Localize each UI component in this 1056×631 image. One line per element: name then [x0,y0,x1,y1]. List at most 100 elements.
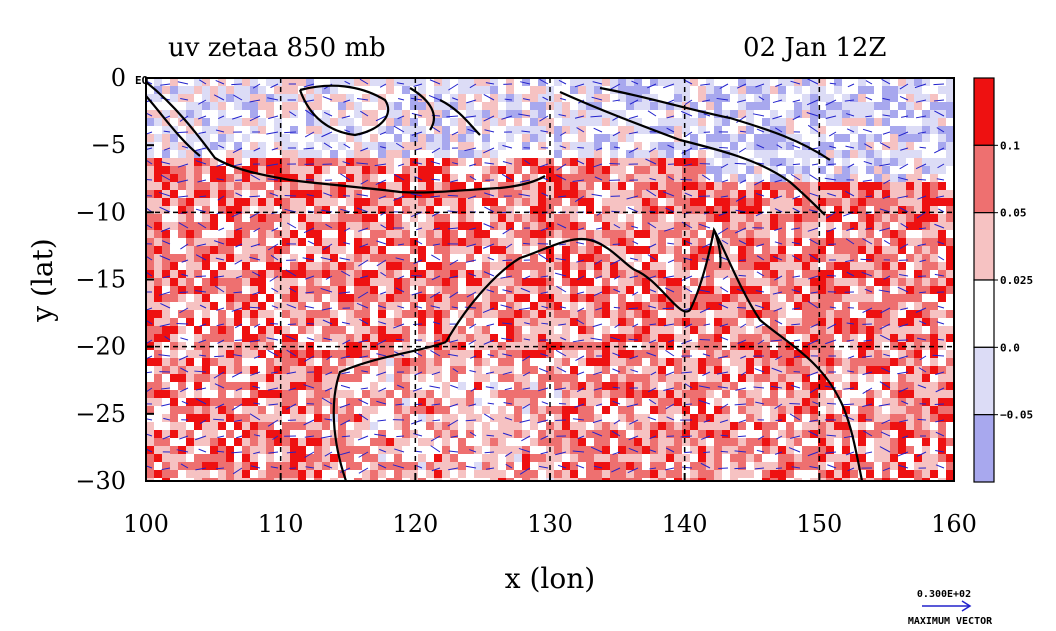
field-cell [178,126,186,134]
field-cell [266,182,274,190]
field-cell [506,422,514,430]
field-cell [338,222,346,230]
field-cell [314,446,322,454]
field-cell [898,182,906,190]
field-cell [562,294,570,302]
field-cell [546,198,554,206]
field-cell [778,286,786,294]
field-cell [242,214,250,222]
field-cell [778,342,786,350]
field-cell [826,374,834,382]
field-cell [818,206,826,214]
field-cell [266,142,274,150]
field-cell [322,390,330,398]
field-cell [186,318,194,326]
field-cell [258,206,266,214]
field-cell [386,86,394,94]
field-cell [602,166,610,174]
field-cell [338,110,346,118]
field-cell [698,294,706,302]
field-cell [914,318,922,326]
field-cell [770,406,778,414]
field-cell [386,318,394,326]
field-cell [370,166,378,174]
field-cell [586,422,594,430]
field-cell [634,134,642,142]
field-cell [858,310,866,318]
field-cell [466,110,474,118]
field-cell [242,398,250,406]
field-cell [938,438,946,446]
field-cell [282,310,290,318]
field-cell [626,86,634,94]
field-cell [786,102,794,110]
field-cell [850,198,858,206]
field-cell [266,414,274,422]
field-cell [658,294,666,302]
field-cell [578,318,586,326]
field-cell [226,318,234,326]
field-cell [346,150,354,158]
field-cell [146,262,154,270]
field-cell [418,214,426,222]
field-cell [802,446,810,454]
field-cell [786,262,794,270]
field-cell [850,262,858,270]
field-cell [266,342,274,350]
field-cell [610,214,618,222]
field-cell [554,374,562,382]
field-cell [402,214,410,222]
field-cell [618,222,626,230]
field-cell [170,238,178,246]
field-cell [890,390,898,398]
field-cell [386,190,394,198]
field-cell [722,86,730,94]
field-cell [930,150,938,158]
field-cell [322,198,330,206]
field-cell [834,342,842,350]
field-cell [834,414,842,422]
field-cell [362,134,370,142]
field-cell [874,94,882,102]
field-cell [610,102,618,110]
field-cell [762,78,770,86]
field-cell [698,214,706,222]
field-cell [706,446,714,454]
field-cell [794,390,802,398]
field-cell [306,422,314,430]
field-cell [402,278,410,286]
field-cell [706,158,714,166]
field-cell [794,462,802,470]
field-cell [650,206,658,214]
field-cell [354,134,362,142]
field-cell [386,366,394,374]
field-cell [690,214,698,222]
field-cell [218,246,226,254]
field-cell [666,118,674,126]
field-cell [858,390,866,398]
field-cell [554,126,562,134]
field-cell [282,350,290,358]
field-cell [602,134,610,142]
field-cell [938,358,946,366]
field-cell [722,190,730,198]
field-cell [482,214,490,222]
field-cell [858,366,866,374]
field-cell [362,214,370,222]
field-cell [746,382,754,390]
field-cell [266,230,274,238]
field-cell [602,174,610,182]
field-cell [882,190,890,198]
field-cell [570,150,578,158]
field-cell [402,270,410,278]
field-cell [514,318,522,326]
field-cell [658,366,666,374]
field-cell [538,102,546,110]
field-cell [210,206,218,214]
field-cell [714,334,722,342]
field-cell [314,462,322,470]
field-cell [634,438,642,446]
field-cell [378,470,386,478]
field-cell [690,230,698,238]
field-cell [786,302,794,310]
